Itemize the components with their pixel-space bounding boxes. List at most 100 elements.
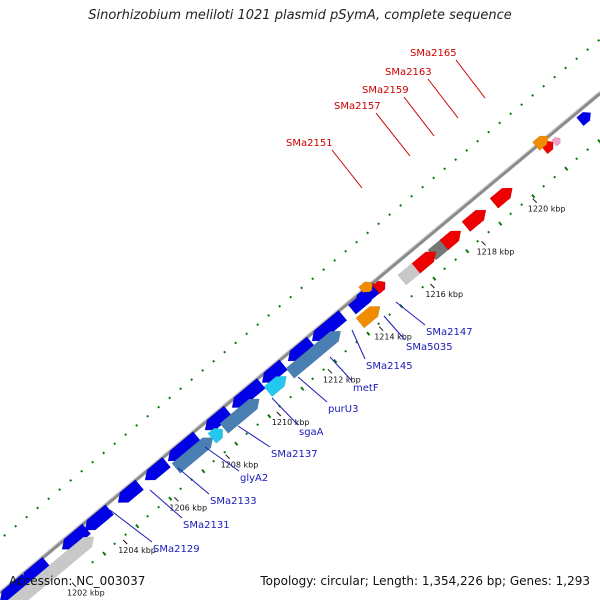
tick-mark [122, 539, 128, 545]
gc-mark [267, 314, 271, 317]
gc-mark [80, 469, 84, 473]
callout-line [455, 59, 486, 99]
gene-label-bottom: SMa2147 [426, 327, 473, 338]
gc-mark [597, 39, 600, 42]
gene-label-bottom: SMa2129 [153, 544, 200, 555]
gc-mark [311, 277, 315, 281]
gc-mark [520, 103, 524, 107]
gc-mark [421, 185, 425, 189]
gc-mark [410, 194, 414, 198]
gc-mark [179, 487, 183, 491]
tick-label: 1218 kbp [477, 247, 515, 256]
gene-label-top: SMa2159 [362, 85, 409, 96]
gc-mark [344, 249, 348, 253]
gc-mark [432, 176, 436, 180]
gc-mark [25, 515, 29, 519]
gc-mark [124, 533, 128, 537]
cds-blue [117, 479, 145, 503]
tick-label: 1212 kbp [323, 375, 361, 384]
gc-mark [14, 524, 18, 528]
tick-label: 1220 kbp [528, 205, 566, 214]
gc-mark [190, 378, 194, 382]
gc-mark [531, 94, 535, 97]
gc-mark [586, 148, 590, 152]
callout-line [351, 329, 366, 360]
tick-label: 1206 kbp [169, 503, 207, 512]
tick-mark [225, 454, 230, 460]
tick-mark [430, 283, 435, 289]
gc-mark [69, 479, 73, 482]
gc-mark [509, 112, 513, 116]
gc-mark [124, 433, 128, 437]
gene-label-bottom: SMa2131 [183, 520, 230, 531]
gc-mark [311, 377, 315, 381]
cds-steel [219, 398, 260, 434]
gc-mark [564, 66, 568, 70]
gc-mark [443, 167, 447, 171]
topology-summary: Topology: circular; Length: 1,354,226 bp… [260, 574, 590, 588]
gene-label-bottom: SMa2145 [366, 361, 413, 372]
callout-line [109, 509, 153, 543]
gc-mark [157, 405, 161, 409]
cds-orange [355, 306, 381, 329]
gc-mark [234, 441, 239, 446]
gc-mark [289, 395, 293, 399]
cds-cyan [207, 427, 224, 444]
map-title: Sinorhizobium meliloti 1021 plasmid pSym… [88, 8, 512, 23]
gene-label-top: SMa2151 [286, 138, 333, 149]
gc-mark [201, 369, 205, 372]
accession-text: Accession: NC_003037 [9, 574, 146, 588]
gc-mark [168, 496, 173, 501]
cds-red [439, 230, 462, 251]
gc-mark [388, 313, 392, 317]
gene-label-top: SMa2165 [410, 48, 457, 59]
cds-gray [7, 536, 95, 600]
gc-mark [267, 414, 272, 419]
cds-blue [144, 456, 172, 481]
gene-label-bottom: metF [353, 383, 379, 394]
gc-mark [399, 204, 403, 207]
gc-mark [245, 432, 249, 436]
gc-mark [179, 387, 183, 391]
gc-mark [553, 175, 557, 179]
callout-line [297, 376, 328, 403]
kbp-ticks: 1202 kbp 1204 kbp 1206 kbp 1208 kbp 1210 kbp… [67, 198, 566, 598]
gene-label-bottom: SMa2137 [271, 449, 318, 460]
gc-mark [575, 157, 579, 161]
gc-mark [223, 350, 227, 354]
tick-mark [481, 240, 486, 246]
gc-mark [476, 239, 480, 243]
feature-track [0, 111, 592, 600]
tick-label: 1208 kbp [221, 461, 259, 470]
gc-mark [289, 295, 293, 299]
gc-mark [212, 359, 216, 363]
gc-mark [157, 505, 161, 509]
gc-mark [58, 488, 62, 492]
tick-mark [71, 582, 77, 588]
gene-label-top: SMa2157 [334, 101, 381, 112]
gc-mark [366, 231, 370, 235]
callout-line [375, 112, 411, 157]
gc-mark [443, 267, 447, 271]
cds-steel [171, 437, 214, 474]
gc-mark [344, 349, 348, 353]
gc-mark [322, 268, 326, 272]
gc-mark [91, 560, 95, 564]
gc-mark [3, 534, 7, 537]
gc-mark [135, 524, 140, 529]
cds-blue [61, 523, 92, 550]
gc-mark [91, 460, 95, 464]
gc-mark [212, 459, 216, 463]
gc-mark [245, 332, 249, 336]
gc-mark [300, 286, 304, 290]
cds-blue [576, 111, 592, 127]
gc-mark [410, 294, 414, 298]
cds-cyan [263, 376, 287, 398]
gc-mark [509, 212, 513, 216]
callout-line [403, 96, 435, 137]
gc-mark [256, 423, 260, 427]
gc-mark [234, 341, 238, 345]
callout-line [427, 78, 459, 119]
gc-mark [553, 75, 557, 79]
